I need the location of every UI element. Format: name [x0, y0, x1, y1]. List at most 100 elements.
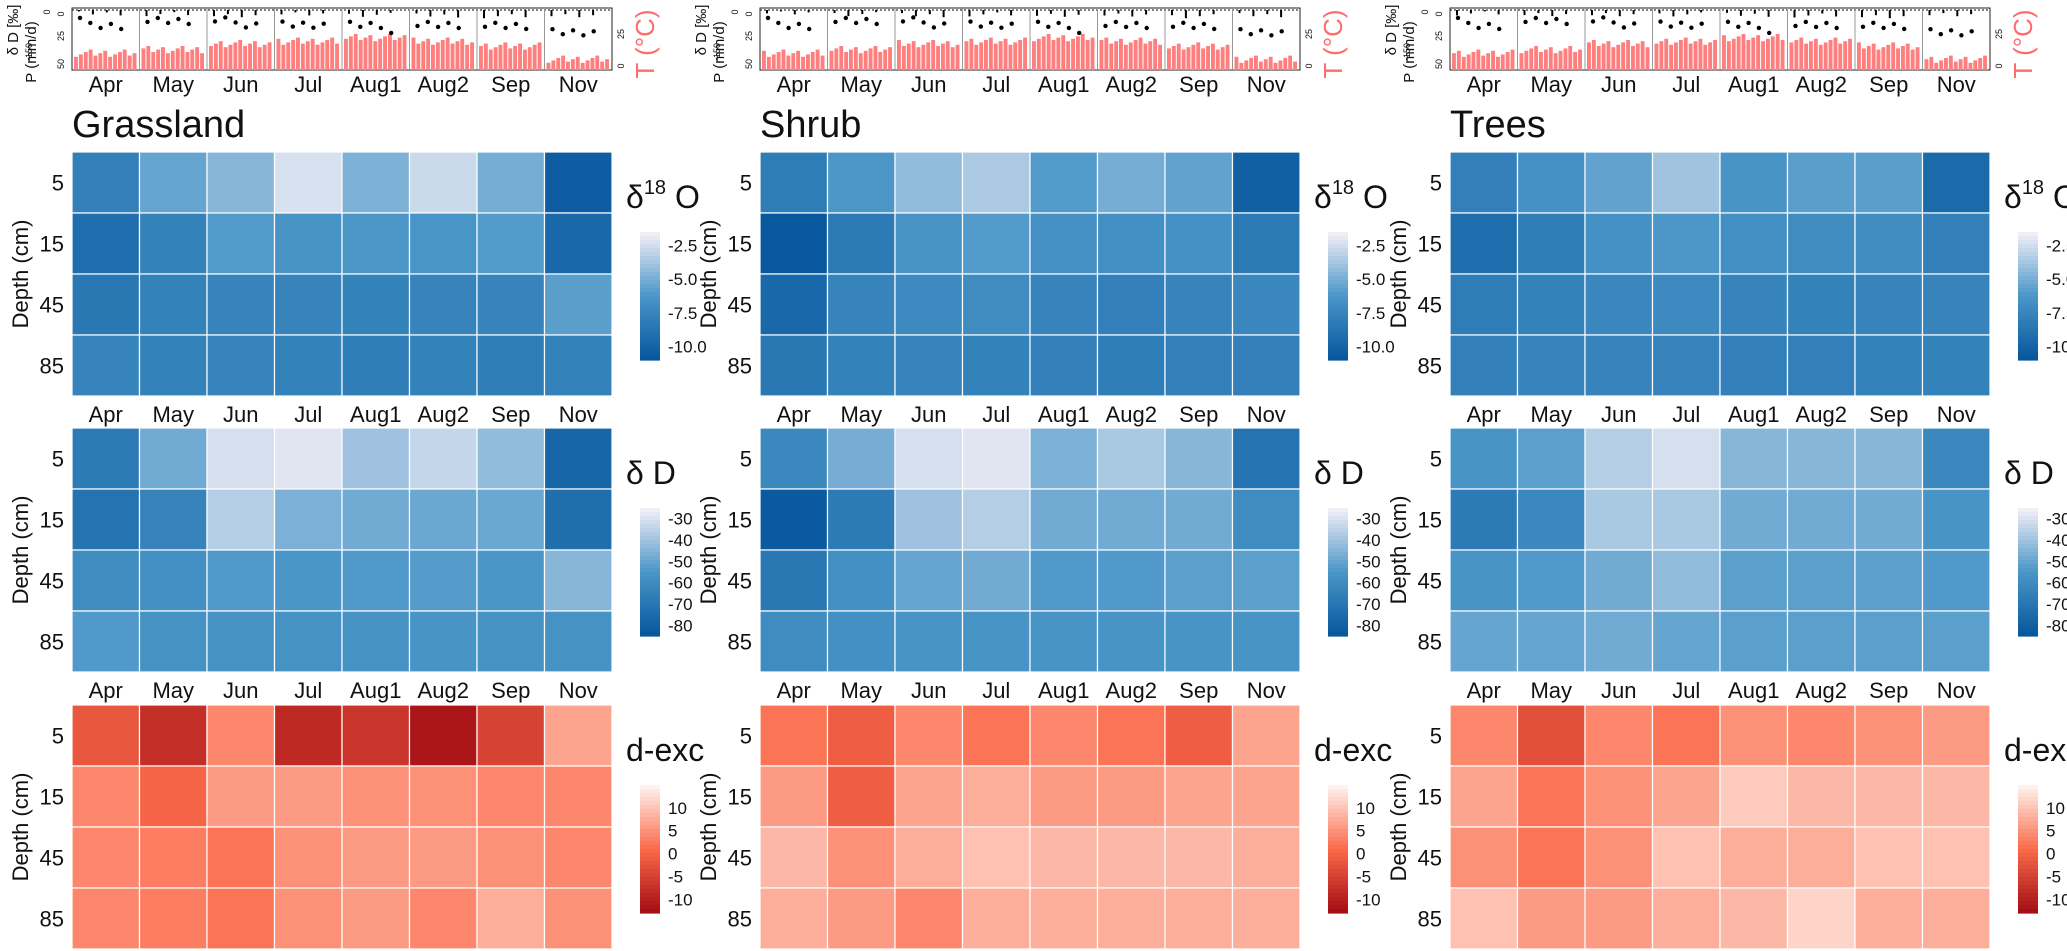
precip-bar: [457, 10, 460, 18]
colorbar-title-main: δ: [1314, 455, 1332, 491]
temperature-bar: [1761, 41, 1765, 70]
y-tick-label: 85: [1418, 630, 1442, 655]
temperature-bar: [1220, 47, 1225, 70]
colorbar-swatch: [640, 348, 660, 353]
heatmap-cell: [1096, 212, 1166, 275]
x-tick-label: Aug1: [1038, 678, 1089, 703]
temperature-bar: [1794, 40, 1799, 70]
temperature-bar: [1983, 55, 1987, 70]
colorbar-swatch: [2018, 340, 2038, 345]
dD-point: [1938, 32, 1944, 37]
dD-point: [581, 33, 586, 38]
climate-month-label: Jun: [1601, 72, 1636, 97]
climate-month-label: Jul: [294, 72, 322, 97]
colorbar-swatch: [640, 632, 660, 637]
colorbar-tick-label: -80: [1356, 616, 1381, 635]
colorbar-swatch: [2018, 276, 2038, 281]
heatmap-cell: [1164, 151, 1234, 214]
heatmap-cell: [1516, 151, 1586, 214]
temperature-bar: [1273, 62, 1278, 70]
heatmap-cell: [408, 212, 478, 275]
precip-bar: [510, 10, 513, 15]
heatmap-cell: [1231, 549, 1301, 612]
colorbar-tick-label: -40: [2046, 531, 2067, 550]
T-tick: 0: [616, 63, 626, 68]
colorbar-tick-label: 0: [1356, 845, 1365, 864]
heatmap-cell: [1164, 212, 1234, 275]
temperature-bar: [1496, 56, 1500, 70]
heatmap-cell: [1096, 488, 1166, 551]
colorbar-swatch: [2018, 905, 2038, 910]
heatmap-cell: [1164, 273, 1234, 336]
x-tick-label: Sep: [491, 678, 530, 703]
colorbar-swatch: [1328, 332, 1348, 337]
precip-bar: [901, 10, 903, 14]
heatmap-cell: [1854, 488, 1924, 551]
y-tick-label: 15: [728, 232, 752, 257]
colorbar-swatch: [640, 793, 660, 798]
T-tick: 0: [1994, 63, 2004, 68]
precip-bar: [1793, 10, 1796, 18]
heatmap-cell: [543, 549, 613, 612]
x-tick-label: Aug2: [418, 678, 469, 703]
precip-bar: [1591, 10, 1593, 16]
colorbar-swatch: [640, 805, 660, 810]
colorbar-swatch: [640, 292, 660, 297]
colorbar-swatch: [640, 869, 660, 874]
colorbar-swatch: [1328, 340, 1348, 345]
heatmap-cell: [759, 151, 829, 214]
dD-point: [212, 19, 218, 24]
heatmap-cell: [1786, 273, 1856, 336]
heatmap-cell: [1719, 610, 1789, 673]
dD-point: [1860, 24, 1866, 29]
temperature-bar: [590, 58, 595, 70]
heatmap-cell: [273, 610, 343, 673]
P-axis-label: P (mm/d): [23, 21, 40, 82]
precip-bar: [1928, 10, 1931, 16]
colorbar-swatch: [2018, 825, 2038, 830]
colorbar-swatch: [640, 901, 660, 906]
temperature-bar: [585, 60, 590, 70]
heatmap-cell: [543, 826, 613, 889]
temperature-bar: [1119, 38, 1123, 70]
precip-bar: [1131, 10, 1134, 17]
colorbar-swatch: [640, 829, 660, 834]
temperature-bar: [248, 43, 252, 70]
colorbar-swatch: [2018, 336, 2038, 341]
y-tick-label: 5: [740, 171, 752, 196]
colorbar-swatch: [2018, 580, 2038, 585]
x-tick-label: Jun: [223, 402, 258, 427]
temperature-bar: [411, 37, 416, 70]
climate-month-label: Nov: [559, 72, 598, 97]
temperature-bar: [1934, 62, 1939, 70]
colorbar-swatch: [2018, 596, 2038, 601]
x-tick-label: Jul: [294, 678, 322, 703]
colorbar-swatch: [2018, 288, 2038, 293]
colorbar-swatch: [1328, 584, 1348, 589]
dD-tick: 0: [1420, 9, 1430, 14]
heatmap-cell: [71, 273, 141, 336]
x-tick-label: Jun: [911, 402, 946, 427]
colorbar-swatch: [640, 304, 660, 309]
precip-bar: [1942, 10, 1945, 14]
colorbar-swatch: [2018, 612, 2038, 617]
colorbar-swatch: [2018, 909, 2038, 914]
colorbar-swatch: [1328, 604, 1348, 609]
colorbar-swatch: [640, 328, 660, 333]
heatmap-cell: [1584, 549, 1654, 612]
precip-bar: [861, 10, 864, 15]
heatmap-cell: [476, 826, 546, 889]
temperature-bar: [460, 38, 465, 70]
temperature-bar: [470, 42, 474, 70]
colorbar-swatch: [1328, 632, 1348, 637]
heatmap-cell: [1029, 765, 1099, 828]
heatmap-cell: [1096, 887, 1166, 950]
precip-bar: [1739, 10, 1742, 16]
colorbar-swatch: [1328, 620, 1348, 625]
heatmap-cell: [206, 212, 276, 275]
heatmap-cell: [1854, 704, 1924, 767]
precip-bar: [1184, 10, 1187, 19]
T-axis-label: T (°C): [2008, 9, 2038, 78]
precip-bar: [1632, 10, 1635, 15]
